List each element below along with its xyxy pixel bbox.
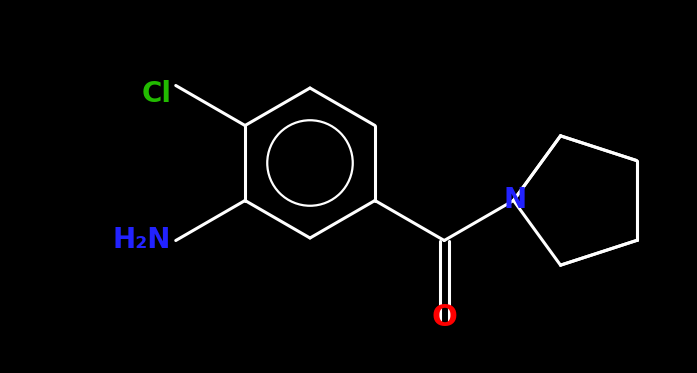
Text: Cl: Cl [141, 81, 171, 109]
Text: O: O [431, 304, 457, 332]
Text: N: N [504, 186, 527, 214]
Text: H₂N: H₂N [112, 226, 171, 254]
